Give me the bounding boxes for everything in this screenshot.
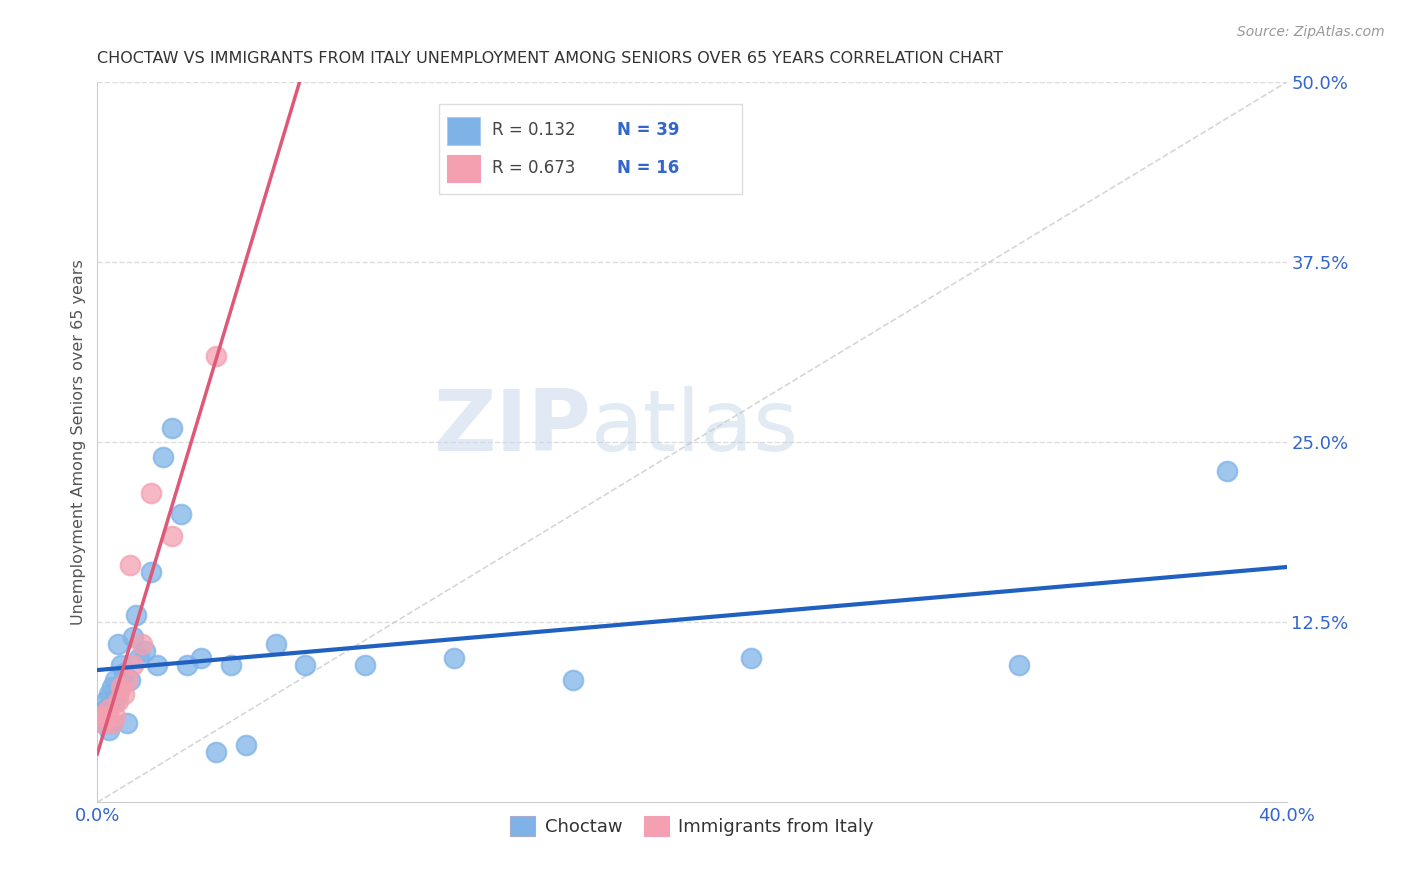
Point bbox=[89, 709, 111, 723]
FancyBboxPatch shape bbox=[439, 103, 742, 194]
Point bbox=[120, 673, 142, 687]
Point bbox=[107, 637, 129, 651]
Point bbox=[91, 716, 114, 731]
Text: R = 0.673: R = 0.673 bbox=[492, 159, 575, 177]
Point bbox=[235, 738, 257, 752]
Point bbox=[219, 658, 242, 673]
Bar bbox=[447, 155, 481, 182]
Text: R = 0.132: R = 0.132 bbox=[492, 121, 576, 139]
Text: CHOCTAW VS IMMIGRANTS FROM ITALY UNEMPLOYMENT AMONG SENIORS OVER 65 YEARS CORREL: CHOCTAW VS IMMIGRANTS FROM ITALY UNEMPLO… bbox=[97, 51, 1004, 66]
Point bbox=[134, 644, 156, 658]
Point bbox=[98, 687, 121, 701]
Point bbox=[160, 421, 183, 435]
Point bbox=[562, 673, 585, 687]
Bar bbox=[447, 118, 481, 145]
Point bbox=[1008, 658, 1031, 673]
Point bbox=[176, 658, 198, 673]
Point bbox=[122, 658, 145, 673]
Point bbox=[354, 658, 377, 673]
Point bbox=[128, 651, 150, 665]
Text: N = 16: N = 16 bbox=[617, 159, 679, 177]
Point bbox=[740, 651, 762, 665]
Point bbox=[101, 716, 124, 731]
Point bbox=[205, 745, 228, 759]
Point bbox=[131, 637, 153, 651]
Point bbox=[101, 680, 124, 694]
Point bbox=[190, 651, 212, 665]
Point bbox=[1216, 464, 1239, 478]
Legend: Choctaw, Immigrants from Italy: Choctaw, Immigrants from Italy bbox=[503, 808, 882, 844]
Point bbox=[98, 701, 121, 715]
Point bbox=[125, 607, 148, 622]
Point bbox=[96, 709, 118, 723]
Point bbox=[101, 716, 124, 731]
Point bbox=[139, 485, 162, 500]
Point bbox=[120, 558, 142, 572]
Text: Source: ZipAtlas.com: Source: ZipAtlas.com bbox=[1237, 25, 1385, 39]
Text: N = 39: N = 39 bbox=[617, 121, 679, 139]
Point bbox=[160, 529, 183, 543]
Point bbox=[110, 680, 132, 694]
Point bbox=[146, 658, 169, 673]
Point bbox=[152, 450, 174, 464]
Point bbox=[104, 673, 127, 687]
Point bbox=[139, 565, 162, 579]
Point bbox=[98, 723, 121, 738]
Point bbox=[112, 687, 135, 701]
Point bbox=[96, 701, 118, 715]
Point bbox=[169, 507, 191, 521]
Point bbox=[104, 709, 127, 723]
Point bbox=[104, 694, 127, 708]
Point bbox=[91, 716, 114, 731]
Point bbox=[264, 637, 287, 651]
Y-axis label: Unemployment Among Seniors over 65 years: Unemployment Among Seniors over 65 years bbox=[72, 260, 86, 625]
Point bbox=[294, 658, 316, 673]
Point bbox=[107, 687, 129, 701]
Point bbox=[110, 658, 132, 673]
Text: atlas: atlas bbox=[591, 386, 799, 469]
Point bbox=[107, 694, 129, 708]
Point bbox=[96, 694, 118, 708]
Point bbox=[115, 673, 138, 687]
Point bbox=[205, 349, 228, 363]
Point bbox=[112, 665, 135, 680]
Text: ZIP: ZIP bbox=[433, 386, 591, 469]
Point bbox=[91, 709, 114, 723]
Point bbox=[89, 709, 111, 723]
Point bbox=[122, 630, 145, 644]
Point bbox=[443, 651, 465, 665]
Point bbox=[115, 716, 138, 731]
